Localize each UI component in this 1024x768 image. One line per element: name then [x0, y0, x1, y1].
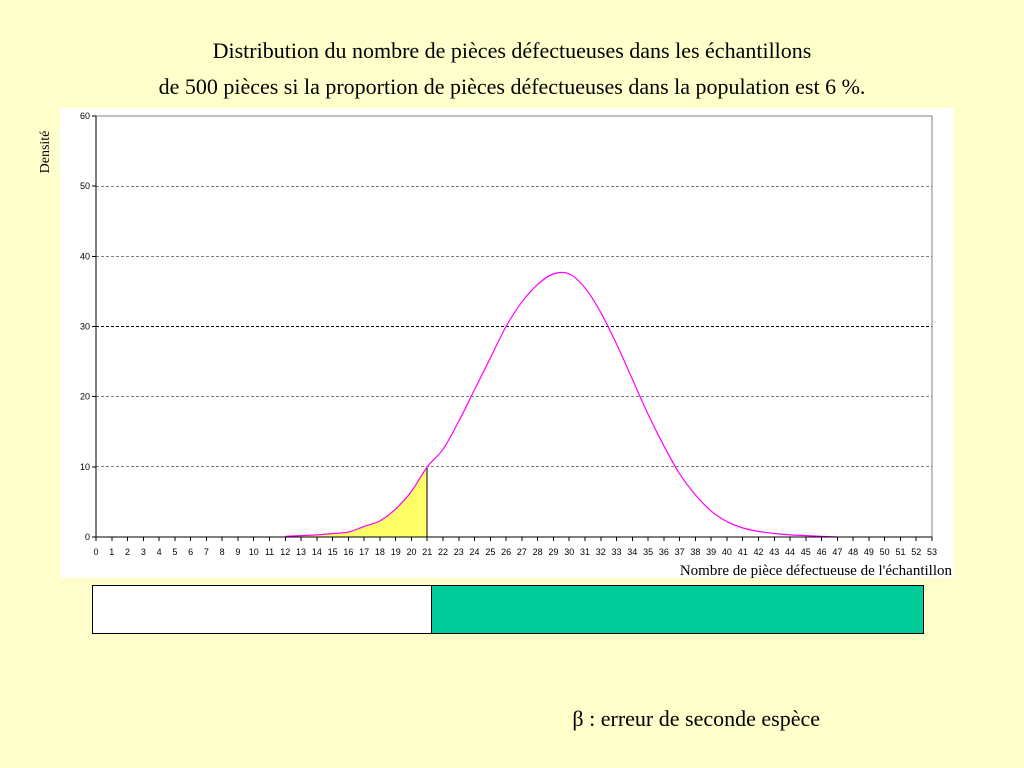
y-tick-label-30: 30	[80, 322, 90, 332]
x-tick-label-35: 35	[643, 547, 653, 557]
x-tick-label-20: 20	[406, 547, 416, 557]
x-tick-label-19: 19	[391, 547, 401, 557]
x-tick-label-50: 50	[880, 547, 890, 557]
x-tick-label-48: 48	[848, 547, 858, 557]
y-tick-label-0: 0	[85, 532, 90, 542]
x-tick-label-1: 1	[109, 547, 114, 557]
x-tick-label-15: 15	[328, 547, 338, 557]
x-tick-label-12: 12	[280, 547, 290, 557]
x-tick-label-6: 6	[188, 547, 193, 557]
x-tick-label-17: 17	[359, 547, 369, 557]
acceptance-zone	[93, 586, 432, 633]
x-tick-label-27: 27	[517, 547, 527, 557]
x-tick-label-33: 33	[612, 547, 622, 557]
x-tick-label-53: 53	[927, 547, 937, 557]
x-tick-label-2: 2	[125, 547, 130, 557]
y-axis-label-box: Densité	[36, 112, 56, 192]
beta-shaded-area	[285, 466, 428, 537]
plot-frame	[60, 108, 954, 578]
y-tick-label-40: 40	[80, 251, 90, 261]
y-axis-label: Densité	[38, 130, 53, 174]
x-tick-label-34: 34	[627, 547, 637, 557]
x-tick-label-52: 52	[911, 547, 921, 557]
chart-title-line-2: de 500 pièces si la proportion de pièces…	[158, 74, 866, 99]
x-tick-label-40: 40	[722, 547, 732, 557]
y-tick-label-60: 60	[80, 111, 90, 121]
x-tick-label-5: 5	[172, 547, 177, 557]
x-tick-label-37: 37	[675, 547, 685, 557]
x-tick-label-31: 31	[580, 547, 590, 557]
x-tick-label-8: 8	[220, 547, 225, 557]
x-tick-label-7: 7	[204, 547, 209, 557]
decision-bar	[92, 585, 924, 634]
x-tick-label-47: 47	[832, 547, 842, 557]
x-tick-label-46: 46	[817, 547, 827, 557]
x-tick-label-28: 28	[533, 547, 543, 557]
x-axis-label: Nombre de pièce défectueuse de l'échanti…	[679, 563, 952, 579]
x-tick-label-44: 44	[785, 547, 795, 557]
x-tick-label-49: 49	[864, 547, 874, 557]
x-tick-label-16: 16	[343, 547, 353, 557]
beta-caption: β : erreur de seconde espèce	[0, 706, 820, 732]
beta-symbol: β	[572, 706, 584, 731]
x-tick-label-25: 25	[485, 547, 495, 557]
x-tick-label-29: 29	[548, 547, 558, 557]
x-tick-label-18: 18	[375, 547, 385, 557]
x-tick-label-38: 38	[690, 547, 700, 557]
x-tick-label-13: 13	[296, 547, 306, 557]
y-tick-label-10: 10	[80, 462, 90, 472]
x-tick-label-23: 23	[454, 547, 464, 557]
x-tick-label-41: 41	[738, 547, 748, 557]
x-tick-label-3: 3	[141, 547, 146, 557]
x-tick-label-11: 11	[265, 547, 274, 557]
chart-area: 0 10 20 30 40 50 60 0 1 2 3 4 5 6 7 8 9 10 11 12 13 14 15 16 17 1…	[60, 108, 954, 578]
x-tick-label-24: 24	[470, 547, 480, 557]
x-tick-label-42: 42	[753, 547, 763, 557]
y-tick-label-50: 50	[80, 181, 90, 191]
y-tick-label-20: 20	[80, 392, 90, 402]
x-tick-label-14: 14	[312, 547, 322, 557]
x-tick-label-51: 51	[895, 547, 905, 557]
x-tick-label-4: 4	[157, 547, 162, 557]
x-tick-label-0: 0	[93, 547, 98, 557]
x-tick-label-36: 36	[659, 547, 669, 557]
chart-title-line-1: Distribution du nombre de pièces défectu…	[212, 38, 812, 63]
x-tick-label-21: 21	[422, 547, 432, 557]
x-tick-label-26: 26	[501, 547, 511, 557]
beta-caption-text: : erreur de seconde espèce	[583, 706, 820, 731]
x-tick-label-39: 39	[706, 547, 716, 557]
x-tick-label-43: 43	[769, 547, 779, 557]
density-curve	[285, 271, 838, 538]
x-tick-label-30: 30	[564, 547, 574, 557]
x-tick-label-45: 45	[801, 547, 811, 557]
x-tick-label-32: 32	[596, 547, 606, 557]
rejection-zone	[432, 586, 923, 633]
x-tick-label-22: 22	[438, 547, 448, 557]
x-tick-label-10: 10	[249, 547, 259, 557]
x-tick-label-9: 9	[235, 547, 240, 557]
